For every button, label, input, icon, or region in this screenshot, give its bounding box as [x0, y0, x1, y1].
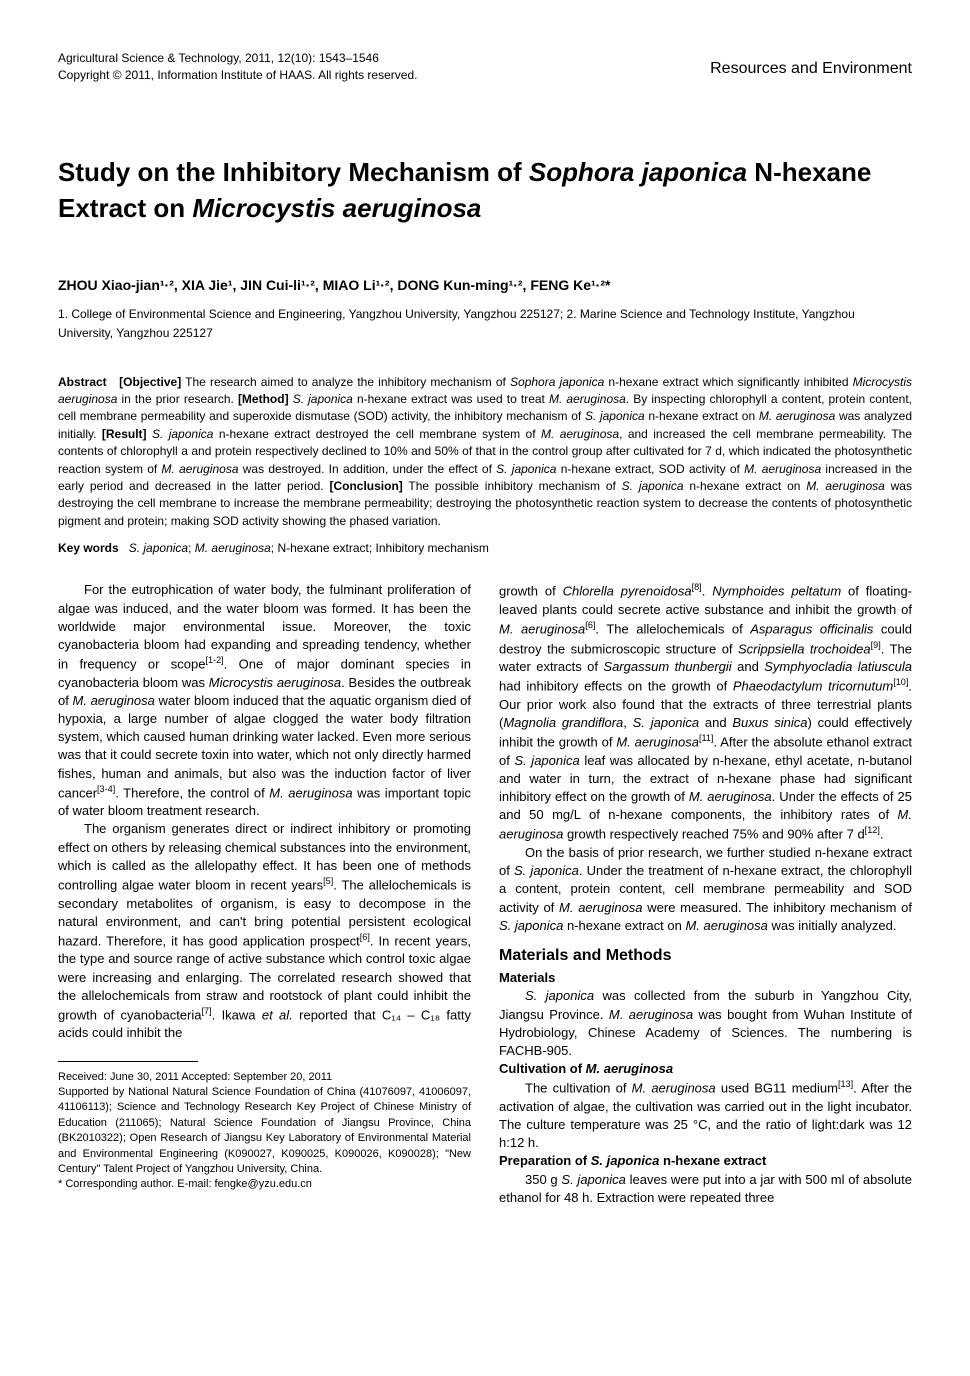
affiliations: 1. College of Environmental Science and … [58, 305, 912, 343]
keywords: Key words S. japonica; M. aeruginosa; N-… [58, 540, 912, 556]
footnote-funding: Supported by National Natural Science Fo… [58, 1085, 471, 1177]
journal-info: Agricultural Science & Technology, 2011,… [58, 50, 417, 84]
footnote-corresponding: * Corresponding author. E-mail: fengke@y… [58, 1177, 471, 1192]
materials-subheading: Materials [499, 969, 912, 987]
intro-p3: growth of Chlorella pyrenoidosa[8]. Nymp… [499, 581, 912, 844]
authors: ZHOU Xiao-jian¹·², XIA Jie¹, JIN Cui-li¹… [58, 276, 912, 295]
abstract: Abstract [Objective] The research aimed … [58, 374, 912, 531]
cultivation-p: The cultivation of M. aeruginosa used BG… [499, 1078, 912, 1152]
intro-p2: The organism generates direct or indirec… [58, 820, 471, 1042]
methods-heading: Materials and Methods [499, 945, 912, 967]
prep-p: 350 g S. japonica leaves were put into a… [499, 1171, 912, 1207]
abstract-label: Abstract [58, 375, 107, 389]
footnote-received: Received: June 30, 2011 Accepted: Septem… [58, 1070, 471, 1085]
body-columns: For the eutrophication of water body, th… [58, 581, 912, 1207]
materials-p: S. japonica was collected from the subur… [499, 987, 912, 1060]
footnote-separator [58, 1061, 198, 1062]
section-label: Resources and Environment [710, 50, 912, 80]
keywords-label: Key words [58, 541, 119, 555]
prep-subheading: Preparation of S. japonica n-hexane extr… [499, 1152, 912, 1170]
cultivation-subheading: Cultivation of M. aeruginosa [499, 1060, 912, 1078]
header: Agricultural Science & Technology, 2011,… [58, 50, 912, 84]
article-title: Study on the Inhibitory Mechanism of Sop… [58, 154, 912, 227]
intro-p1: For the eutrophication of water body, th… [58, 581, 471, 820]
right-column: growth of Chlorella pyrenoidosa[8]. Nymp… [499, 581, 912, 1207]
copyright: Copyright © 2011, Information Institute … [58, 67, 417, 84]
left-column: For the eutrophication of water body, th… [58, 581, 471, 1207]
intro-p4: On the basis of prior research, we furth… [499, 844, 912, 935]
journal-citation: Agricultural Science & Technology, 2011,… [58, 50, 417, 67]
